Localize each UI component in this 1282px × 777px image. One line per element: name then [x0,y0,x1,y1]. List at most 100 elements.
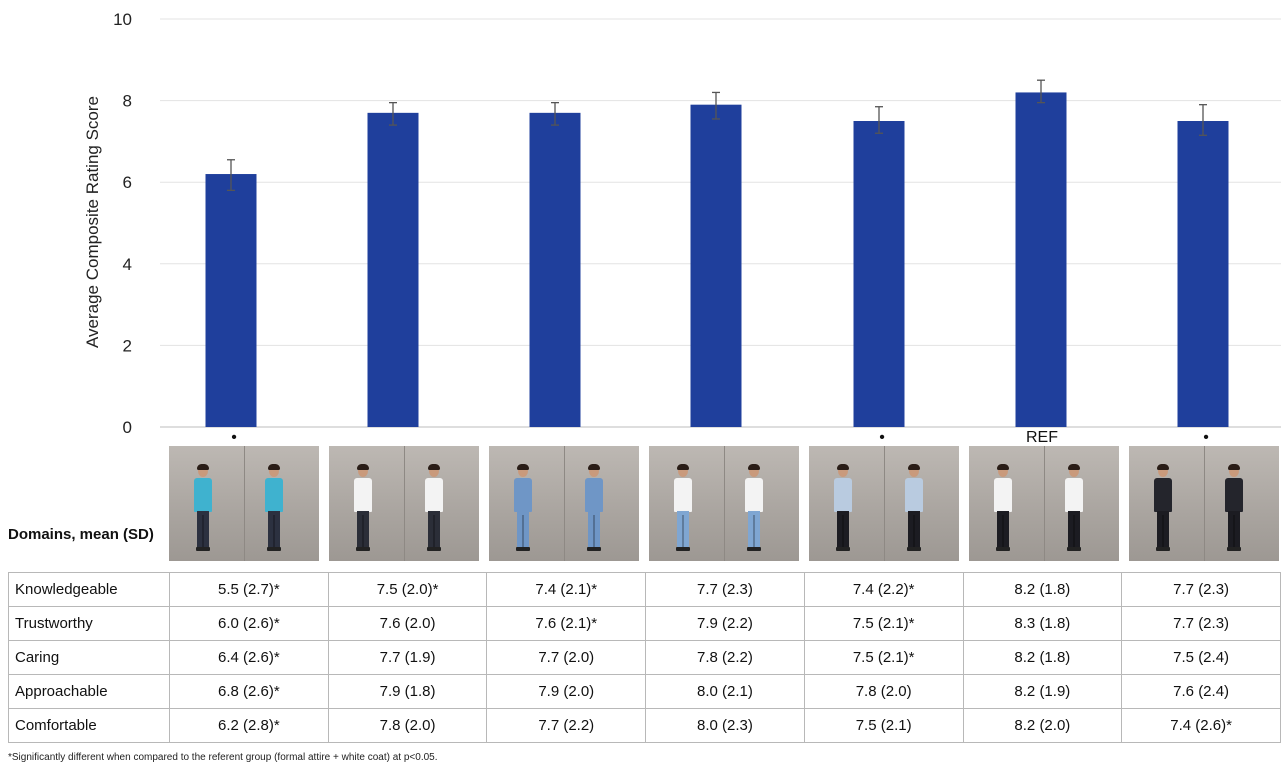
row-label: Comfortable [8,708,170,743]
bar [205,174,257,427]
bar [529,112,581,427]
attire-photo [329,446,479,561]
table-cell: 7.9 (2.2) [645,606,805,641]
table-cell: 6.4 (2.6)* [169,640,329,675]
male-figure [905,464,923,551]
table-cell: 7.5 (2.1) [803,708,964,743]
attire-photo [169,446,319,561]
error-bar [551,101,559,126]
error-bar [227,159,235,192]
female-figure [514,464,532,551]
male-figure [1065,464,1083,551]
table-cell: 7.6 (2.4) [1121,674,1281,709]
table-cell: 7.8 (2.0) [803,674,964,709]
female-figure [354,464,372,551]
table-cell: 8.0 (2.1) [645,674,805,709]
significance-markers: • • REF • [231,429,1209,445]
attire-photo [649,446,799,561]
attire-photo [1129,446,1279,561]
bar [1177,121,1229,427]
table-cell: 7.5 (2.1)* [803,606,964,641]
table-cell: 7.7 (2.3) [645,572,805,607]
table-row: Comfortable 6.2 (2.8)* 7.8 (2.0) 7.7 (2.2) 8… [8,708,1281,743]
table-row: Trustworthy 6.0 (2.6)* 7.6 (2.0) 7.6 (2.1)*… [8,606,1281,641]
significance-marker: • [1203,429,1209,445]
table-cell: 7.7 (2.3) [1121,572,1281,607]
table-cell: 6.8 (2.6)* [169,674,329,709]
table-cell: 7.7 (2.2) [486,708,647,743]
y-tick-label: 8 [123,92,132,111]
bar [853,121,905,427]
table-cell: 7.5 (2.4) [1121,640,1281,675]
table-cell: 8.0 (2.3) [645,708,805,743]
male-figure [1225,464,1243,551]
y-axis-title: Average Composite Rating Score [83,96,102,348]
table-row: Approachable 6.8 (2.6)* 7.9 (1.8) 7.9 (2.0)… [8,674,1281,709]
female-figure [1154,464,1172,551]
male-figure [745,464,763,551]
bar-chart: 0 2 4 6 8 10 • • REF • Average Composite Rating … [83,10,1281,445]
male-figure [585,464,603,551]
y-tick-label: 10 [113,10,132,29]
table-row: Knowledgeable 5.5 (2.7)* 7.5 (2.0)* 7.4 (2.… [8,572,1281,607]
table-cell: 7.7 (2.0) [486,640,647,675]
row-label: Knowledgeable [8,572,170,607]
male-figure [425,464,443,551]
domains-table: Knowledgeable 5.5 (2.7)* 7.5 (2.0)* 7.4 (2.… [8,572,1281,743]
female-figure [994,464,1012,551]
row-label: Caring [8,640,170,675]
significance-marker: • [231,429,237,445]
error-bar [875,106,883,134]
male-figure [265,464,283,551]
female-figure [674,464,692,551]
attire-photo [969,446,1119,561]
error-bar [1199,104,1207,136]
table-cell: 7.5 (2.1)* [803,640,964,675]
table-cell: 6.2 (2.8)* [169,708,329,743]
table-cell: 7.7 (1.9) [327,640,488,675]
female-figure [194,464,212,551]
error-bar [389,101,397,126]
female-figure [834,464,852,551]
table-cell: 7.6 (2.0) [327,606,488,641]
table-cell: 7.6 (2.1)* [486,606,647,641]
table-cell: 7.8 (2.0) [327,708,488,743]
y-tick-label: 6 [123,173,132,192]
table-cell: 8.2 (1.8) [962,640,1123,675]
domains-table-title: Domains, mean (SD) [8,526,154,543]
footnote: *Significantly different when compared t… [8,752,438,763]
table-cell: 8.2 (1.9) [962,674,1123,709]
referent-label: REF [1026,429,1058,445]
table-cell: 7.4 (2.1)* [486,572,647,607]
bar-series [205,92,1229,428]
row-label: Approachable [8,674,170,709]
table-cell: 7.5 (2.0)* [327,572,488,607]
error-bar [712,91,720,120]
table-cell: 7.4 (2.6)* [1121,708,1281,743]
table-cell: 8.2 (2.0) [962,708,1123,743]
row-label: Trustworthy [8,606,170,641]
attire-photo-strip [169,446,1281,561]
y-tick-label: 2 [123,336,132,355]
table-cell: 7.8 (2.2) [645,640,805,675]
table-cell: 7.9 (2.0) [486,674,647,709]
attire-photo [809,446,959,561]
table-cell: 7.7 (2.3) [1121,606,1281,641]
table-cell: 7.9 (1.8) [327,674,488,709]
y-axis: 0 2 4 6 8 10 [113,10,132,437]
bar [367,112,419,427]
error-bars [227,79,1207,192]
table-cell: 5.5 (2.7)* [169,572,329,607]
table-cell: 8.3 (1.8) [962,606,1123,641]
y-tick-label: 4 [123,255,132,274]
table-cell: 8.2 (1.8) [962,572,1123,607]
error-bar [1037,79,1045,104]
table-row: Caring 6.4 (2.6)* 7.7 (1.9) 7.7 (2.0) 7.8 (2… [8,640,1281,675]
y-tick-label: 0 [123,418,132,437]
significance-marker: • [879,429,885,445]
table-cell: 7.4 (2.2)* [803,572,964,607]
attire-photo [489,446,639,561]
table-cell: 6.0 (2.6)* [169,606,329,641]
bar [1015,92,1067,427]
bar [690,104,742,428]
